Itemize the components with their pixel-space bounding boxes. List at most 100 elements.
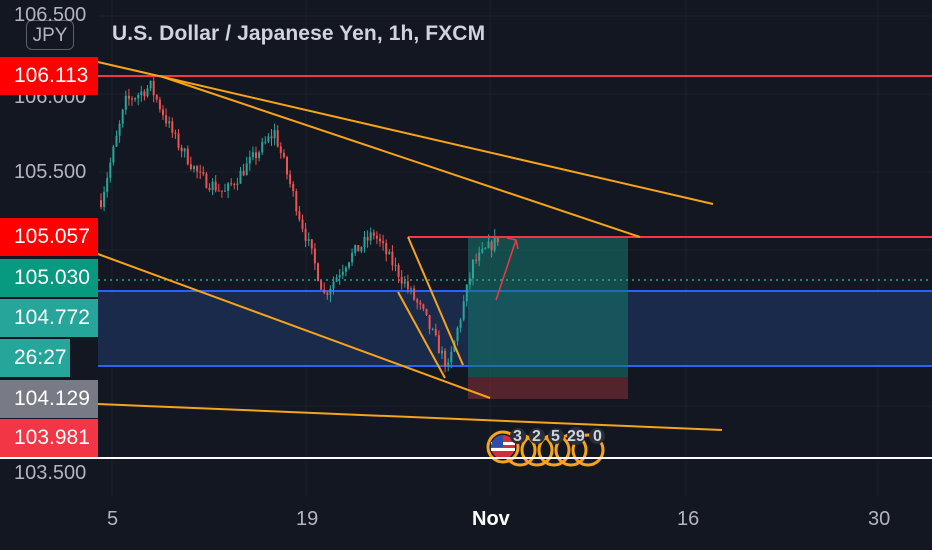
candle-body [295,191,298,212]
candle-body [372,232,375,236]
price-axis-label: 103.500 [14,462,87,484]
candles [100,75,499,373]
currency-badge[interactable]: JPY [26,20,74,50]
candle-body [158,99,161,110]
candle-body [354,245,357,253]
candle-body [304,228,307,241]
candle-body [220,190,223,192]
position-profit-zone [468,237,628,377]
candle-body [472,259,474,279]
event-count[interactable]: 5 [551,428,560,445]
candle-body [177,133,180,148]
candle-body [109,162,112,178]
candle-body [115,135,118,147]
candle-body [155,95,158,100]
time-axis-label: 16 [677,508,700,530]
candle-body [106,177,109,192]
candle-body [385,243,388,255]
candle-body [273,130,276,139]
candle-body [357,245,360,252]
candle-body [255,152,257,159]
price-axis-label: 106.500 [14,4,87,26]
price-tag-countdown: 26:27 [0,339,70,377]
candle-body [493,236,496,251]
candle-body [379,238,381,242]
price-tag-low: 103.981 [0,419,98,457]
candle-body [403,281,406,284]
candle-body [289,174,292,184]
candle-body [127,95,130,99]
candle-body [258,152,261,159]
candle-body [400,277,403,284]
candle-body [174,132,177,134]
event-count[interactable]: 3 [513,428,522,445]
candle-body [496,236,499,243]
candle-body [310,239,313,249]
candle-body [121,109,124,124]
candle-body [363,236,366,247]
candle-body [165,115,168,124]
price-tag-box-bottom: 104.129 [0,380,98,418]
candle-body [180,147,183,152]
candle-body [131,98,133,100]
candle-body [313,248,316,264]
candle-body [441,350,443,354]
time-axis-label: Nov [472,508,510,530]
candle-body [338,275,341,278]
event-count[interactable]: 29 [567,428,585,445]
trendlines [97,61,723,431]
time-axis-label: 19 [296,508,319,530]
candle-body [391,251,394,266]
candle-body [375,235,378,239]
position-loss-zone [468,377,628,399]
candle-body [422,304,425,309]
price-axis-label: 105.500 [14,161,87,183]
candle-body [301,219,304,229]
candle-body [199,171,202,173]
candle-body [134,98,137,100]
candle-body [140,91,143,96]
candle-body [211,181,214,190]
candle-body [416,299,419,303]
candle-body [326,292,329,295]
candle-body [233,184,236,186]
candle-body [118,123,121,136]
candle-body [447,362,450,367]
event-count[interactable]: 2 [532,428,541,445]
candle-body [388,251,391,255]
candle-body [261,141,264,153]
candle-body [214,181,217,191]
candle-body [406,281,409,290]
candle-body [196,166,199,172]
candle-body [193,166,195,170]
candle-body [369,232,372,241]
price-tag-box-top: 104.772 [0,299,98,337]
candle-body [162,109,164,116]
candle-body [456,327,459,342]
candle-body [282,152,285,158]
price-tag-level-target: 105.057 [0,218,98,256]
candle-body [425,308,428,316]
candle-body [444,350,447,367]
candle-body [251,152,254,158]
candle-body [434,329,437,336]
trendline-bottom [97,403,723,431]
candle-body [462,301,465,320]
candle-body [217,190,220,192]
candle-body [344,267,347,272]
candle-body [100,200,102,208]
candle-body [112,146,115,163]
candle-body [137,95,140,99]
candle-body [143,91,146,97]
event-count[interactable]: 0 [593,428,602,445]
candle-body [183,148,186,152]
candle-body [366,236,369,241]
candle-body [227,183,230,191]
candle-body [360,246,363,252]
candle-body [317,263,319,281]
candle-body [465,284,468,302]
event-flags [486,427,605,467]
candle-body [202,172,205,174]
